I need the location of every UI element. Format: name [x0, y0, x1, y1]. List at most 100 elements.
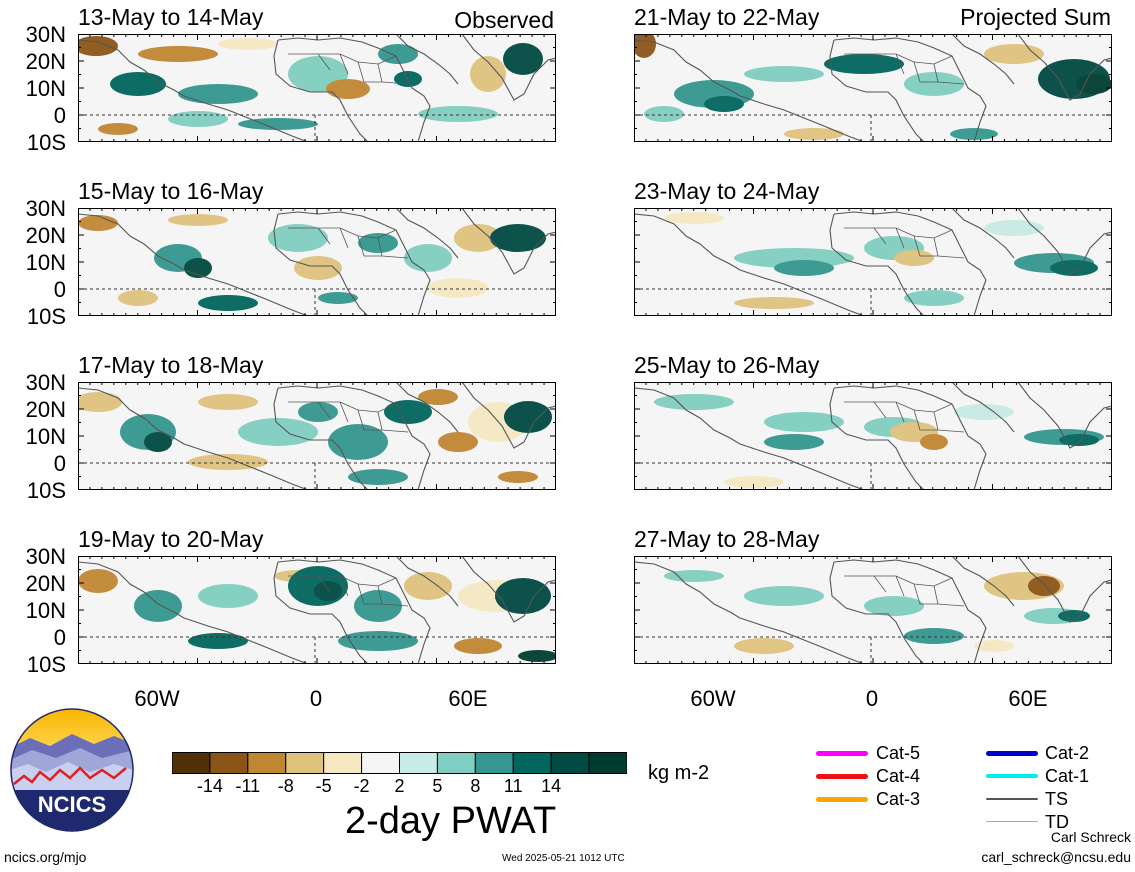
pwat-anomaly-blob: [138, 46, 218, 62]
lat-label-row1-1: 20N: [25, 49, 66, 74]
colorbar-swatch: [512, 752, 552, 774]
footer-email[interactable]: carl_schreck@ncsu.edu: [981, 849, 1131, 865]
lat-label-row3-1: 20N: [25, 397, 66, 422]
pwat-anomaly-blob: [495, 578, 551, 614]
country-borders: [288, 227, 409, 259]
lon-label-0-right: 0: [865, 686, 879, 711]
pwat-anomaly-blob: [98, 123, 138, 135]
ncics-logo: NCICS: [10, 708, 134, 832]
country-borders: [844, 227, 965, 259]
pwat-anomaly-blob: [764, 434, 824, 450]
colorbar-tick-label: 14: [541, 776, 562, 796]
colorbar-swatch: [436, 752, 476, 774]
panel-title-right-2: 23-May to 24-May: [634, 178, 820, 204]
colorbar: [172, 752, 627, 774]
pwat-anomaly-blob: [904, 72, 964, 96]
pwat-anomaly-blob: [118, 290, 158, 306]
coastline: [78, 213, 309, 316]
pwat-anomaly-blob: [268, 224, 328, 252]
legend-line-cat2: [986, 751, 1038, 756]
pwat-anomaly-blob: [78, 215, 118, 231]
pwat-anomaly-blob: [348, 469, 408, 485]
coastline: [395, 208, 556, 275]
legend-label-cat4: Cat-4: [876, 766, 921, 786]
pwat-anomaly-blob: [724, 476, 784, 488]
pwat-anomaly-blob: [904, 628, 964, 644]
panel-title-left-4: 19-May to 20-May: [78, 526, 264, 552]
footer-site[interactable]: ncics.org/mjo: [4, 849, 87, 865]
pwat-anomaly-blob: [774, 260, 834, 276]
pwat-anomaly-blob: [78, 569, 118, 593]
lat-label-row4-1: 20N: [25, 571, 66, 596]
pwat-anomaly-blob: [78, 392, 122, 412]
pwat-anomaly-blob: [184, 258, 212, 278]
pwat-anomaly-blob: [238, 418, 318, 446]
map-panel-right-4: [634, 556, 1112, 664]
pwat-anomaly-blob: [318, 292, 358, 304]
pwat-anomaly-blob: [198, 584, 258, 608]
pwat-anomaly-blob: [418, 106, 498, 122]
country-borders: [288, 575, 409, 607]
lat-label-row4-3: 0: [53, 625, 66, 650]
coastline: [395, 34, 556, 101]
lon-label-0-left: 0: [309, 686, 323, 711]
colorbar-swatch: [550, 752, 590, 774]
pwat-anomaly-blob: [764, 412, 844, 432]
colorbar-swatch: [172, 752, 211, 774]
pwat-anomaly-blob: [518, 650, 556, 662]
legend-line-cat5: [816, 751, 868, 756]
colorbar-title: 2-day PWAT: [345, 800, 557, 842]
pwat-anomaly-blob: [654, 394, 734, 410]
map-panel-left-2: [78, 208, 556, 316]
colorbar-swatch: [361, 752, 400, 774]
map-panel-left-4: [78, 556, 556, 664]
pwat-anomaly-blob: [144, 432, 172, 452]
pwat-anomaly-blob: [744, 66, 824, 82]
pwat-anomaly-blob: [168, 214, 228, 226]
pwat-anomaly-blob: [294, 256, 342, 280]
pwat-anomaly-blob: [498, 471, 538, 483]
country-borders: [288, 53, 409, 85]
pwat-anomaly-blob: [198, 295, 258, 311]
lat-label-row3-3: 0: [53, 451, 66, 476]
pwat-anomaly-blob: [744, 586, 824, 606]
panel-title-right-3: 25-May to 26-May: [634, 352, 820, 378]
panel-title-right-4: 27-May to 28-May: [634, 526, 820, 552]
coastline: [78, 561, 309, 664]
pwat-anomaly-blob: [824, 54, 904, 74]
legend-label-ts: TS: [1045, 789, 1069, 809]
pwat-anomaly-blob: [384, 400, 432, 424]
pwat-anomaly-blob: [438, 432, 478, 452]
lat-label-row1-2: 10N: [25, 76, 66, 101]
pwat-anomaly-blob: [954, 404, 1014, 420]
observed-label: Observed: [454, 7, 554, 33]
pwat-anomaly-blob: [950, 128, 998, 140]
pwat-anomaly-blob: [358, 233, 398, 253]
colorbar-tick-label: 5: [432, 776, 443, 796]
pwat-anomaly-blob: [470, 56, 506, 92]
pwat-anomaly-blob: [178, 84, 258, 104]
pwat-anomaly-blob: [864, 596, 924, 616]
country-borders: [288, 401, 409, 433]
pwat-anomaly-blob: [734, 297, 814, 309]
pwat-anomaly-blob: [1059, 434, 1099, 446]
pwat-anomaly-blob: [378, 44, 418, 64]
legend-line-cat1: [986, 774, 1038, 778]
lat-label-row1-3: 0: [53, 103, 66, 128]
map-panel-right-1: [634, 34, 1112, 142]
footer-author: Carl Schreck: [1050, 829, 1131, 845]
pwat-anomaly-blob: [454, 224, 502, 252]
map-panel-right-2: [634, 208, 1112, 316]
map-panel-left-1: [78, 34, 556, 142]
pwat-anomaly-blob: [404, 572, 452, 600]
colorbar-tick-label: -14: [196, 776, 223, 796]
lat-label-row4-2: 10N: [25, 598, 66, 623]
coastline: [951, 34, 1112, 101]
colorbar-swatch: [209, 752, 249, 774]
colorbar-swatch: [285, 752, 325, 774]
lat-label-row3-4: 10S: [26, 478, 66, 503]
coastline: [78, 387, 309, 490]
legend-line-cat3: [816, 797, 868, 802]
colorbar-swatch: [474, 752, 514, 774]
pwat-anomaly-blob: [454, 638, 502, 654]
